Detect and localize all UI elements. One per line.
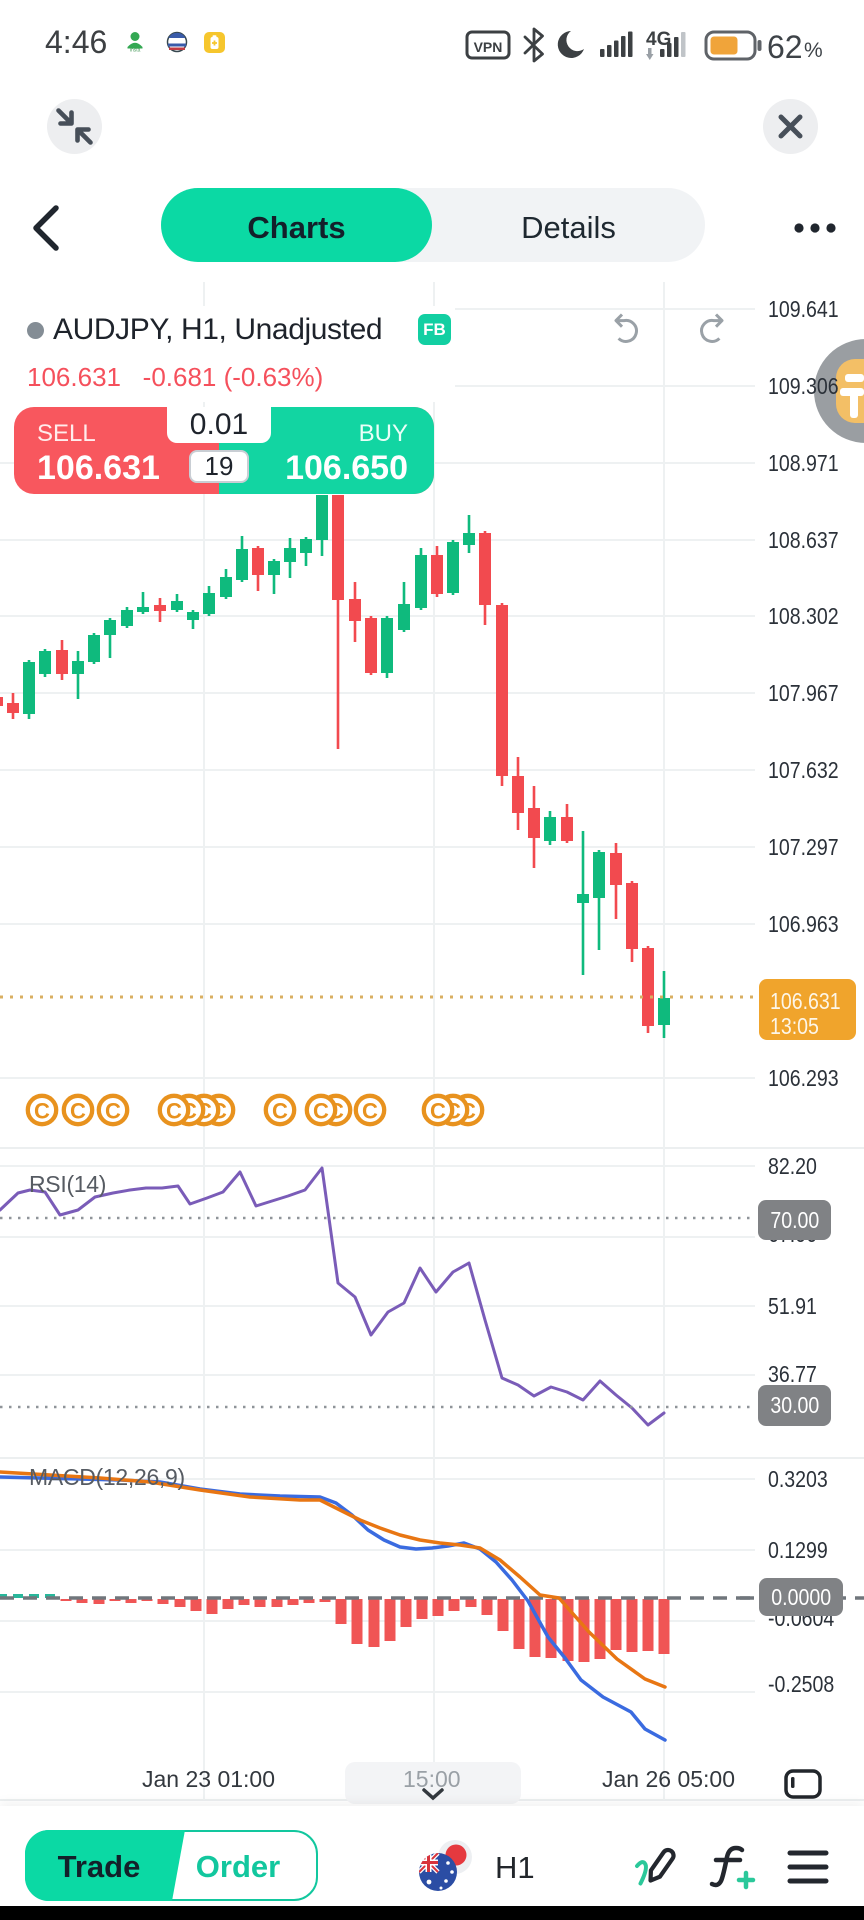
svg-text:C: C [166, 1099, 182, 1124]
svg-text:4G: 4G [646, 29, 671, 50]
svg-text:C: C [362, 1099, 378, 1124]
svg-text:C: C [430, 1099, 446, 1124]
svg-text:C: C [70, 1099, 86, 1124]
svg-text:Insta: Insta [130, 48, 141, 54]
svg-text:62: 62 [767, 29, 803, 65]
svg-text:%: % [804, 39, 823, 62]
svg-text:C: C [272, 1099, 288, 1124]
svg-text:C: C [313, 1099, 329, 1124]
svg-text:VPN: VPN [474, 39, 503, 55]
svg-text:C: C [105, 1099, 121, 1124]
svg-text:C: C [34, 1099, 50, 1124]
